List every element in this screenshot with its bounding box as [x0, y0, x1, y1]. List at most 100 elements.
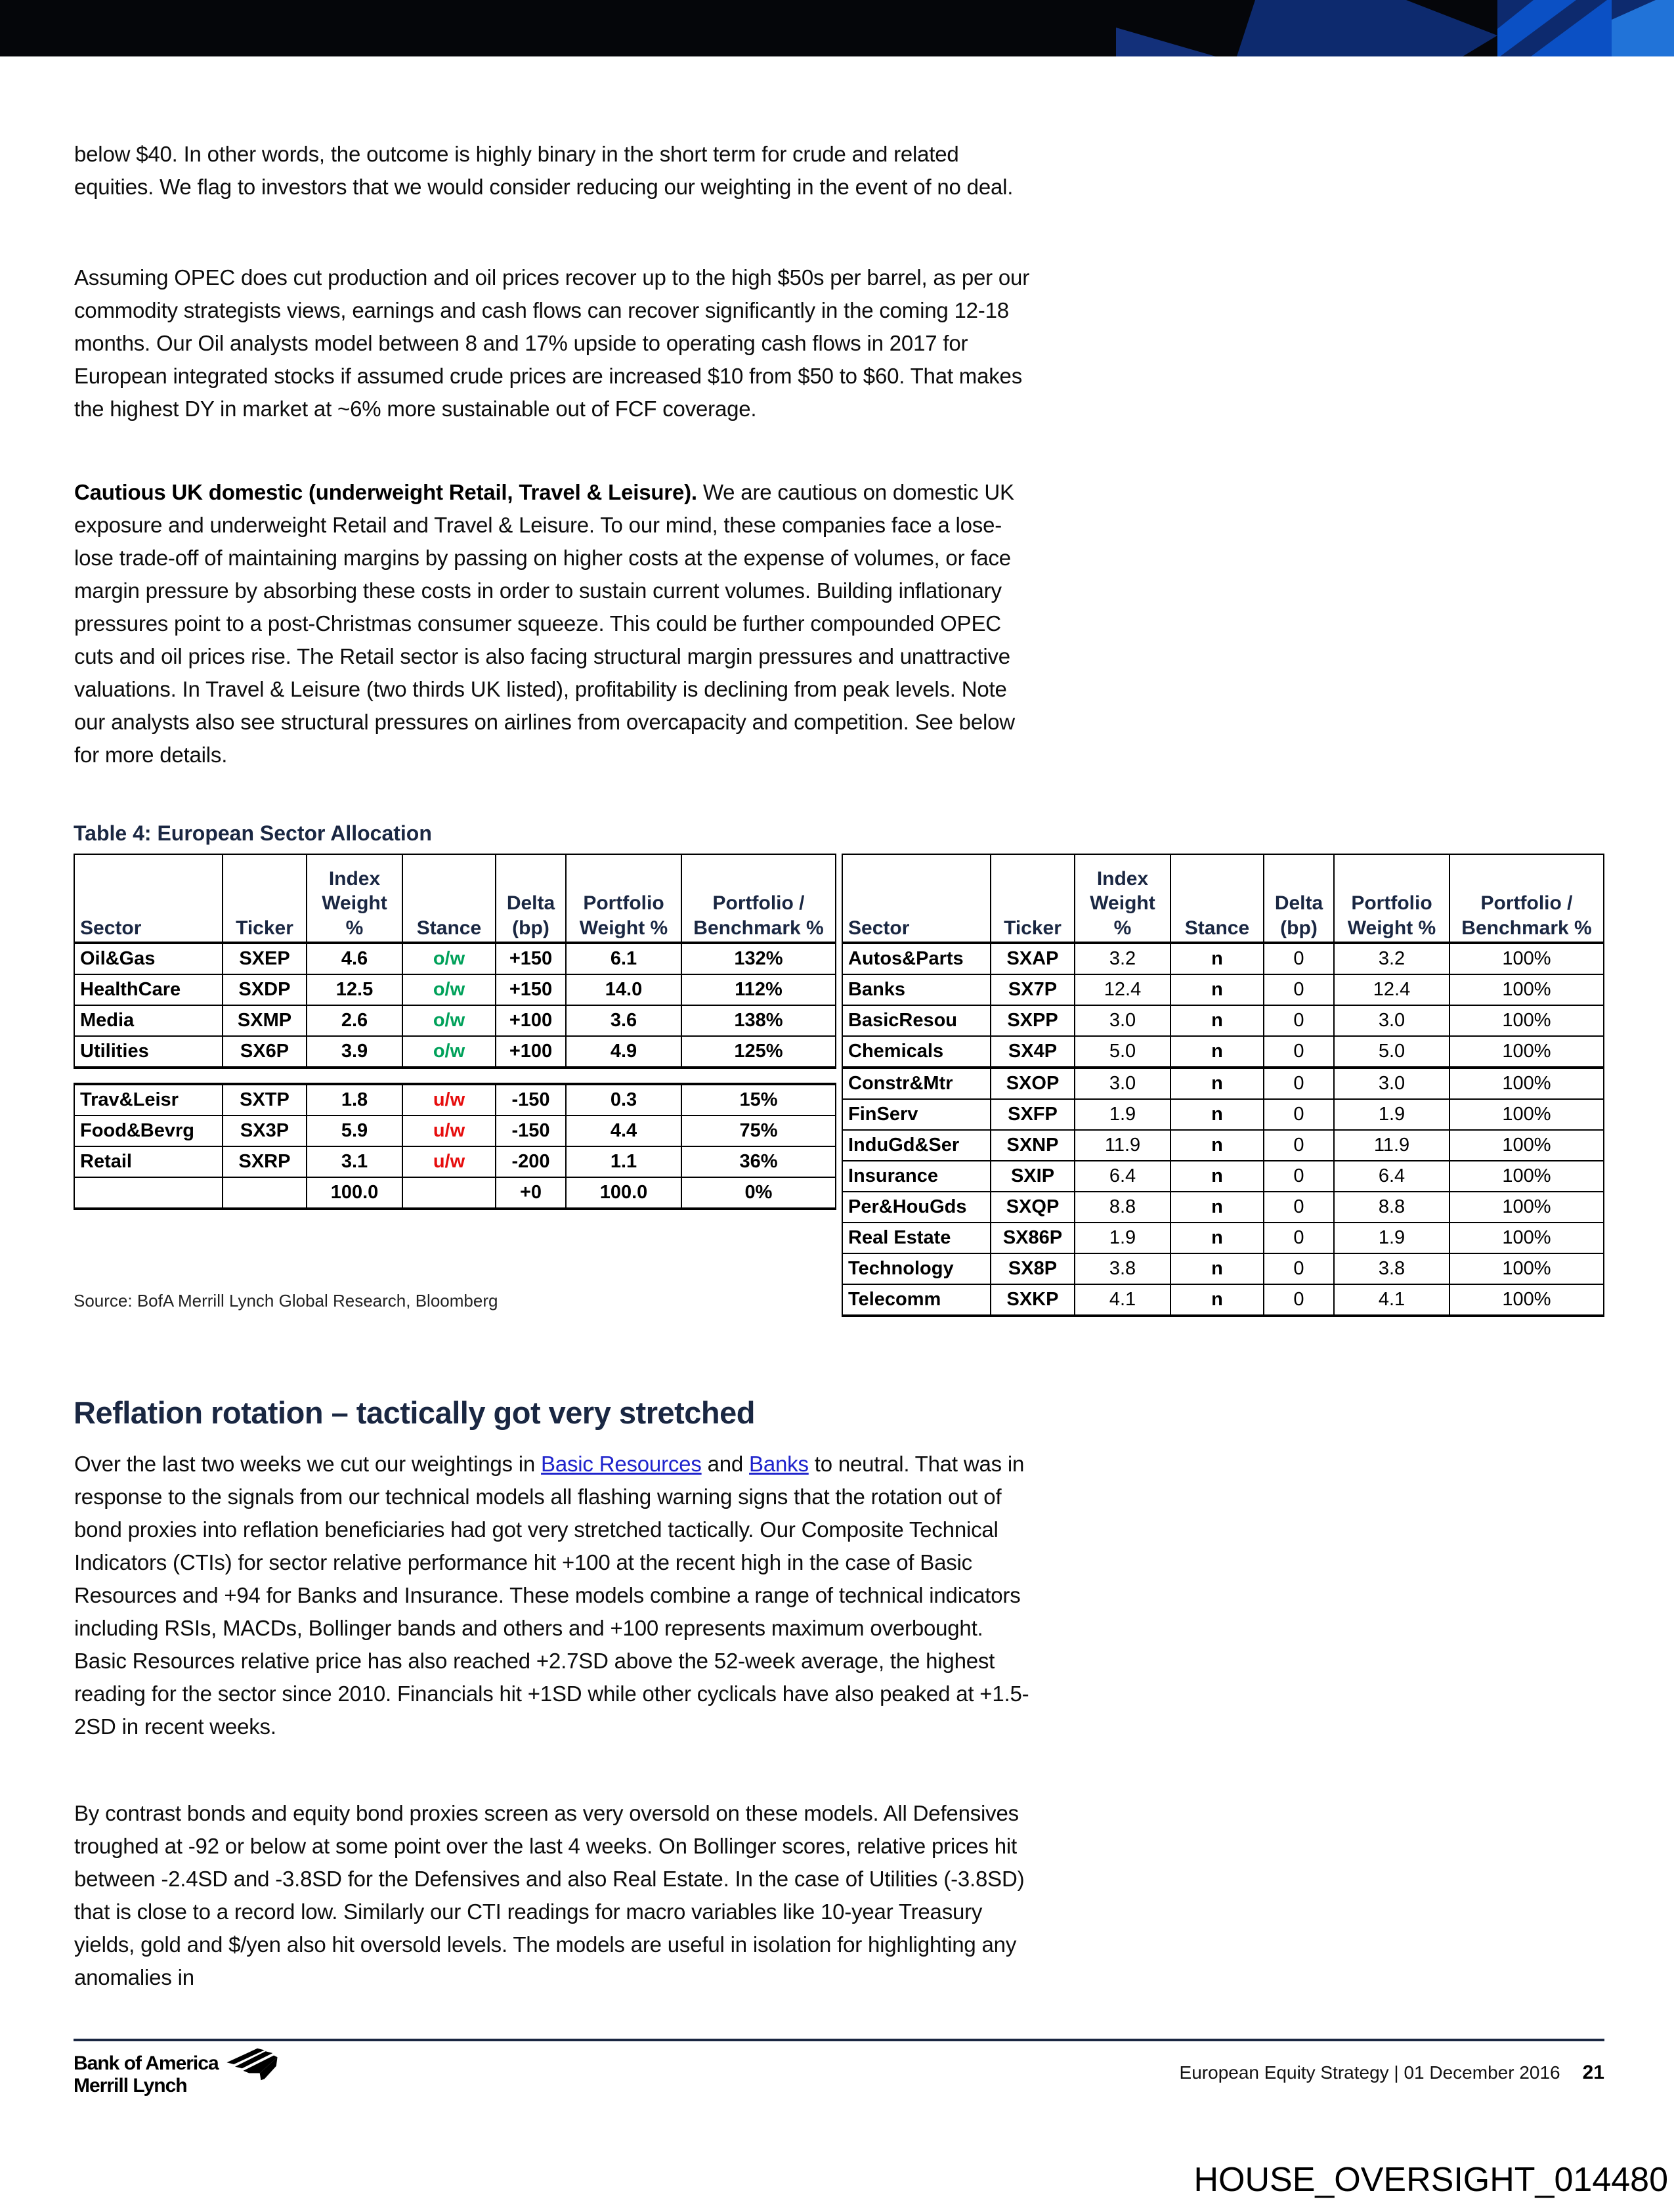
stance-cell: u/w [402, 1083, 496, 1116]
table-row: Oil&Gas SXEP 4.6 o/w +150 6.1 132% [74, 942, 836, 975]
stance-cell: n [1170, 942, 1264, 975]
table-cell: 1.9 [1333, 1098, 1450, 1131]
table-cell: SXPP [990, 1005, 1075, 1037]
table-row: Real Estate SX86P 1.9 n 0 1.9 100% [842, 1222, 1604, 1254]
body-paragraph-1: below $40. In other words, the outcome i… [74, 142, 1014, 199]
table-cell [222, 1177, 307, 1210]
table-cell: SXKP [990, 1284, 1075, 1317]
column-header: Delta (bp) [495, 854, 567, 944]
column-header: Portfolio Weight % [565, 854, 682, 944]
table-cell: 100% [1449, 1222, 1604, 1254]
table-row: Insurance SXIP 6.4 n 0 6.4 100% [842, 1160, 1604, 1192]
table-row: Utilities SX6P 3.9 o/w +100 4.9 125% [74, 1035, 836, 1069]
table-row: HealthCare SXDP 12.5 o/w +150 14.0 112% [74, 974, 836, 1006]
table-cell: 4.6 [306, 942, 403, 975]
table-cell: -200 [495, 1146, 567, 1178]
table-cell: 100% [1449, 1253, 1604, 1285]
table-cell: SXRP [222, 1146, 307, 1178]
column-header: Sector [74, 854, 223, 944]
table-header-row: Sector Ticker Index Weight % Stance Delta (b… [74, 854, 836, 944]
column-header: Portfolio / Benchmark % [681, 854, 836, 944]
sector-allocation-table-left-underweights: Trav&Leisr SXTP 1.8 u/w -150 0.3 15% Food&Bevrg… [74, 1083, 836, 1210]
table-header-row: Sector Ticker Index Weight % Stance Delta (b… [842, 854, 1604, 944]
stance-cell: n [1170, 1098, 1264, 1131]
page-number: 21 [1582, 2062, 1604, 2083]
table-cell: 1.9 [1333, 1222, 1450, 1254]
table-cell: 3.8 [1333, 1253, 1450, 1285]
body-paragraph-4: Over the last two weeks we cut our weigh… [74, 1448, 1029, 1743]
stance-cell: u/w [402, 1146, 496, 1178]
table-cell: SXFP [990, 1098, 1075, 1131]
table-cell: 15% [681, 1083, 836, 1116]
table-cell: 5.0 [1333, 1035, 1450, 1069]
sector-allocation-table-right: Sector Ticker Index Weight % Stance Delta (b… [842, 854, 1604, 1317]
table-cell: 12.5 [306, 974, 403, 1006]
table-cell: Per&HouGds [842, 1191, 991, 1223]
table-cell: 12.4 [1333, 974, 1450, 1006]
table-cell: Telecomm [842, 1284, 991, 1317]
table-cell: SXNP [990, 1129, 1075, 1161]
table-cell: 4.1 [1074, 1284, 1171, 1317]
table-cell: 132% [681, 942, 836, 975]
table-cell: 100% [1449, 1005, 1604, 1037]
stance-cell: n [1170, 1284, 1264, 1317]
table-cell: SX86P [990, 1222, 1075, 1254]
table-cell: SXOP [990, 1067, 1075, 1100]
flag-icon [226, 2048, 278, 2081]
table-cell: FinServ [842, 1098, 991, 1131]
table-cell: Media [74, 1005, 223, 1037]
table-row: FinServ SXFP 1.9 n 0 1.9 100% [842, 1098, 1604, 1131]
table-cell: 11.9 [1333, 1129, 1450, 1161]
stance-cell: n [1170, 974, 1264, 1006]
stance-cell: n [1170, 1191, 1264, 1223]
table-cell: Autos&Parts [842, 942, 991, 975]
table-cell: 138% [681, 1005, 836, 1037]
table-cell: Constr&Mtr [842, 1067, 991, 1100]
table-cell: 3.0 [1333, 1067, 1450, 1100]
table-cell: Technology [842, 1253, 991, 1285]
table-cell: 1.8 [306, 1083, 403, 1116]
table-cell: 3.1 [306, 1146, 403, 1178]
table-cell: Chemicals [842, 1035, 991, 1069]
table-cell: 6.4 [1333, 1160, 1450, 1192]
column-header: Index Weight % [1074, 854, 1171, 944]
paragraph-text: and [701, 1452, 750, 1476]
table-cell: SXAP [990, 942, 1075, 975]
table-cell: 0 [1263, 1005, 1335, 1037]
table-title: Table 4: European Sector Allocation [74, 821, 432, 845]
column-header: Portfolio / Benchmark % [1449, 854, 1604, 944]
flagscape-banner-icon [0, 0, 1674, 56]
table-cell: SX6P [222, 1035, 307, 1069]
table-cell: 11.9 [1074, 1129, 1171, 1161]
table-row: 100.0 +0 100.0 0% [74, 1177, 836, 1210]
table-row: Autos&Parts SXAP 3.2 n 0 3.2 100% [842, 942, 1604, 975]
table-cell: 2.6 [306, 1005, 403, 1037]
table-cell: 3.6 [565, 1005, 682, 1037]
table-cell: 1.9 [1074, 1222, 1171, 1254]
table-cell: 100.0 [565, 1177, 682, 1210]
table-cell: 1.1 [565, 1146, 682, 1178]
paragraph-text: We are cautious on domestic UK exposure … [74, 480, 1015, 767]
table-cell: 12.4 [1074, 974, 1171, 1006]
table-cell: 0% [681, 1177, 836, 1210]
table-row: Food&Bevrg SX3P 5.9 u/w -150 4.4 75% [74, 1115, 836, 1147]
stance-cell: o/w [402, 974, 496, 1006]
table-cell [74, 1177, 223, 1210]
link-basic-resources[interactable]: Basic Resources [541, 1452, 702, 1476]
table-cell: 0 [1263, 1129, 1335, 1161]
table-cell: +100 [495, 1005, 567, 1037]
table-row: Media SXMP 2.6 o/w +100 3.6 138% [74, 1005, 836, 1037]
table-cell: 6.4 [1074, 1160, 1171, 1192]
table-cell: 3.2 [1333, 942, 1450, 975]
stance-cell: n [1170, 1035, 1264, 1069]
table-row: Chemicals SX4P 5.0 n 0 5.0 100% [842, 1035, 1604, 1069]
link-banks[interactable]: Banks [749, 1452, 809, 1476]
table-cell: HealthCare [74, 974, 223, 1006]
table-cell: Trav&Leisr [74, 1083, 223, 1116]
table-row: Per&HouGds SXQP 8.8 n 0 8.8 100% [842, 1191, 1604, 1223]
table-row: BasicResou SXPP 3.0 n 0 3.0 100% [842, 1005, 1604, 1037]
table-cell: Utilities [74, 1035, 223, 1069]
table-cell: 0 [1263, 1222, 1335, 1254]
section-heading: Reflation rotation – tactically got very… [74, 1395, 756, 1430]
